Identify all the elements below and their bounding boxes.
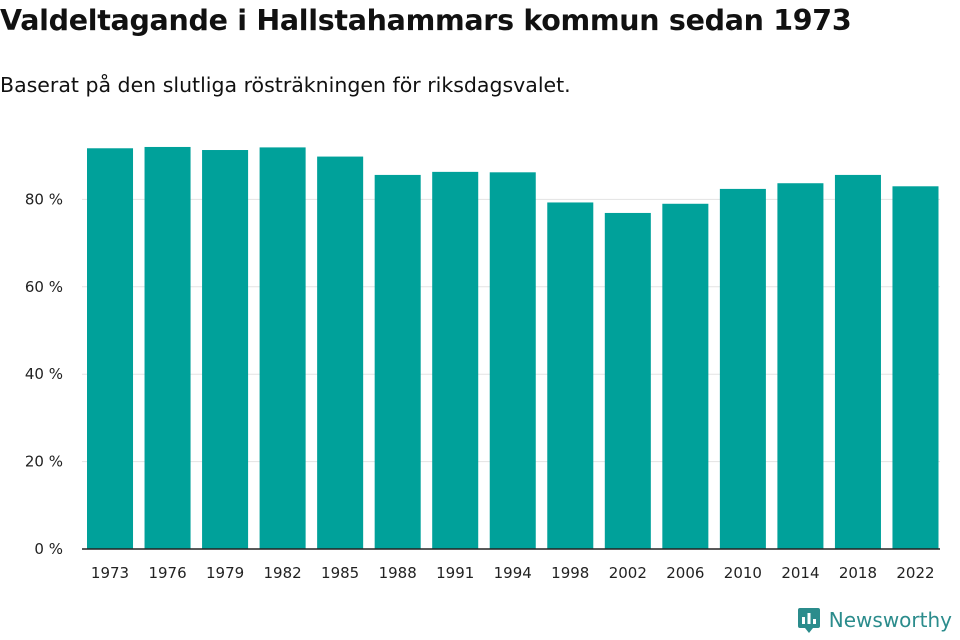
bar <box>892 186 939 550</box>
x-tick-label: 2018 <box>839 564 877 582</box>
x-tick-label: 1976 <box>148 564 186 582</box>
x-tick-label: 1988 <box>379 564 417 582</box>
chart-subtitle: Baserat på den slutliga rösträkningen fö… <box>0 73 571 97</box>
y-tick-label: 20 % <box>25 453 63 471</box>
bar <box>87 148 134 549</box>
bar <box>317 156 364 549</box>
x-tick-label: 1998 <box>551 564 589 582</box>
x-tick-label: 1991 <box>436 564 474 582</box>
bar <box>834 174 881 550</box>
x-tick-label: 2006 <box>666 564 704 582</box>
bar <box>719 188 766 550</box>
x-tick-label: 2022 <box>896 564 934 582</box>
y-tick-label: 80 % <box>25 190 63 208</box>
y-axis-ticks: 0 % 20 % 40 % 60 % 80 % <box>25 190 63 558</box>
bar <box>202 150 249 550</box>
x-tick-label: 2002 <box>609 564 647 582</box>
y-tick-label: 60 % <box>25 278 63 296</box>
bar <box>432 171 479 549</box>
brand-footer: Newsworthy <box>797 606 952 634</box>
chart-title: Valdeltagande i Hallstahammars kommun se… <box>0 4 852 37</box>
y-tick-label: 40 % <box>25 365 63 383</box>
bar <box>547 202 594 550</box>
x-tick-label: 1994 <box>494 564 532 582</box>
newsworthy-logo-icon <box>797 608 820 633</box>
x-tick-label: 2014 <box>781 564 819 582</box>
x-tick-label: 1979 <box>206 564 244 582</box>
brand-name: Newsworthy <box>828 608 952 632</box>
y-tick-label: 0 % <box>34 540 63 558</box>
x-axis-ticks: 1973 1976 1979 1982 1985 1988 1991 1994 1998 2002… <box>91 564 935 582</box>
bar-chart: 0 % 20 % 40 % 60 % 80 % 1973 1976 1979 1982 1985… <box>25 146 940 582</box>
bars <box>87 146 939 550</box>
x-tick-label: 1985 <box>321 564 359 582</box>
bar <box>604 212 651 549</box>
x-tick-label: 1973 <box>91 564 129 582</box>
x-tick-label: 2010 <box>724 564 762 582</box>
bar <box>144 146 191 549</box>
bar <box>777 183 824 549</box>
bar <box>662 203 709 549</box>
x-tick-label: 1982 <box>264 564 302 582</box>
bar <box>374 174 421 550</box>
bar <box>259 147 306 549</box>
bar <box>489 172 536 549</box>
